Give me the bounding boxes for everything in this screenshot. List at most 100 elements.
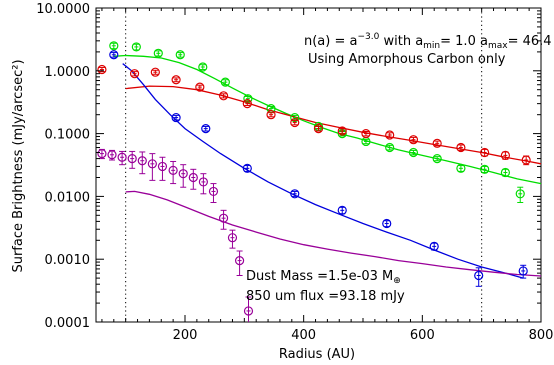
data-point <box>408 135 419 145</box>
x-axis-title: Radius (AU) <box>279 347 355 362</box>
data-point <box>117 150 127 166</box>
data-point <box>382 218 392 229</box>
point-marker <box>521 155 531 165</box>
material-annotation: Using Amorphous Carbon only <box>308 52 506 67</box>
data-point <box>107 149 117 161</box>
data-point <box>480 164 490 174</box>
data-point <box>361 129 371 139</box>
annot-amax-val: = 46.4 um <box>508 34 554 49</box>
data-point <box>168 160 178 185</box>
y-tick-label: 10.0000 <box>36 2 90 17</box>
point-marker <box>97 149 107 159</box>
point-marker <box>129 69 140 79</box>
x-tick-label: 400 <box>291 328 316 343</box>
point-marker <box>266 110 276 120</box>
data-point <box>337 205 347 215</box>
flux-annotation: 850 um flux =93.18 mJy <box>246 289 405 304</box>
point-marker <box>480 164 490 174</box>
data-points <box>97 41 531 322</box>
point-marker <box>188 172 198 183</box>
point-marker <box>195 82 205 92</box>
data-point <box>137 151 147 175</box>
size-distribution-annotation: n(a) = a−3.0 with amin= 1.0 amax= 46.4 u… <box>304 32 554 51</box>
data-point <box>178 164 188 188</box>
data-point <box>480 147 490 158</box>
point-marker <box>171 75 181 85</box>
data-point <box>408 147 419 158</box>
point-marker <box>131 42 141 52</box>
point-marker <box>150 67 160 77</box>
point-marker <box>117 152 127 162</box>
point-marker <box>382 218 392 229</box>
annot-amax-sub: max <box>488 41 508 51</box>
data-point <box>109 50 119 60</box>
point-marker <box>168 165 178 175</box>
point-marker <box>137 156 147 166</box>
data-point <box>157 156 168 181</box>
point-marker <box>242 99 252 109</box>
data-point <box>243 296 254 322</box>
point-marker <box>147 159 157 169</box>
data-point <box>456 163 466 173</box>
point-marker <box>474 270 484 281</box>
model-curve-1 <box>125 85 542 165</box>
annot-amin-sub: min <box>423 41 440 51</box>
y-tick-label: 0.0100 <box>45 190 91 205</box>
earth-mass-symbol: ⊕ <box>393 276 401 286</box>
data-point <box>521 155 531 166</box>
data-point <box>290 117 300 128</box>
model-curve-0 <box>113 54 542 185</box>
point-marker <box>107 150 117 160</box>
data-point <box>175 50 185 60</box>
x-tick-label: 600 <box>410 328 435 343</box>
data-point <box>515 186 525 203</box>
data-point <box>208 183 219 203</box>
point-marker <box>127 153 137 164</box>
annot-amin-val: = 1.0 a <box>440 34 488 49</box>
point-marker <box>290 189 300 199</box>
data-point <box>429 241 439 251</box>
data-point <box>290 112 300 123</box>
model-curve-2 <box>122 63 524 279</box>
data-point <box>290 189 300 199</box>
data-point <box>500 167 510 178</box>
point-marker <box>500 150 510 160</box>
point-marker <box>220 77 230 87</box>
point-marker <box>515 189 525 199</box>
point-marker <box>198 177 208 187</box>
point-marker <box>109 50 119 60</box>
data-point <box>243 94 253 104</box>
x-tick-label: 200 <box>173 328 198 343</box>
point-marker <box>157 161 168 172</box>
data-point <box>131 42 141 52</box>
point-marker <box>500 167 510 178</box>
point-marker <box>201 124 211 134</box>
data-point <box>361 136 371 147</box>
axes <box>95 7 542 323</box>
data-point <box>218 91 229 101</box>
annot-with: with a <box>379 34 423 49</box>
point-marker <box>153 48 163 58</box>
point-marker <box>518 266 528 276</box>
data-point <box>456 142 466 153</box>
y-tick-label: 0.1000 <box>45 128 91 143</box>
point-marker <box>208 186 219 197</box>
point-marker <box>242 163 252 173</box>
data-point <box>474 267 484 287</box>
point-marker <box>290 117 300 128</box>
point-marker <box>198 62 208 72</box>
y-axis-title: Surface Brightness (mJy/arcsec²) <box>11 59 26 272</box>
data-point <box>266 110 276 120</box>
data-point <box>242 163 252 173</box>
data-point <box>220 77 230 87</box>
data-point <box>385 130 395 140</box>
data-point <box>109 41 119 51</box>
data-point <box>218 209 229 230</box>
point-marker <box>480 147 490 158</box>
plot-frame <box>95 7 542 323</box>
x-tick-label: 800 <box>529 328 554 343</box>
data-point <box>337 126 347 136</box>
point-marker <box>218 213 229 223</box>
dust-mass-text: Dust Mass =1.5e-03 M <box>246 269 393 284</box>
